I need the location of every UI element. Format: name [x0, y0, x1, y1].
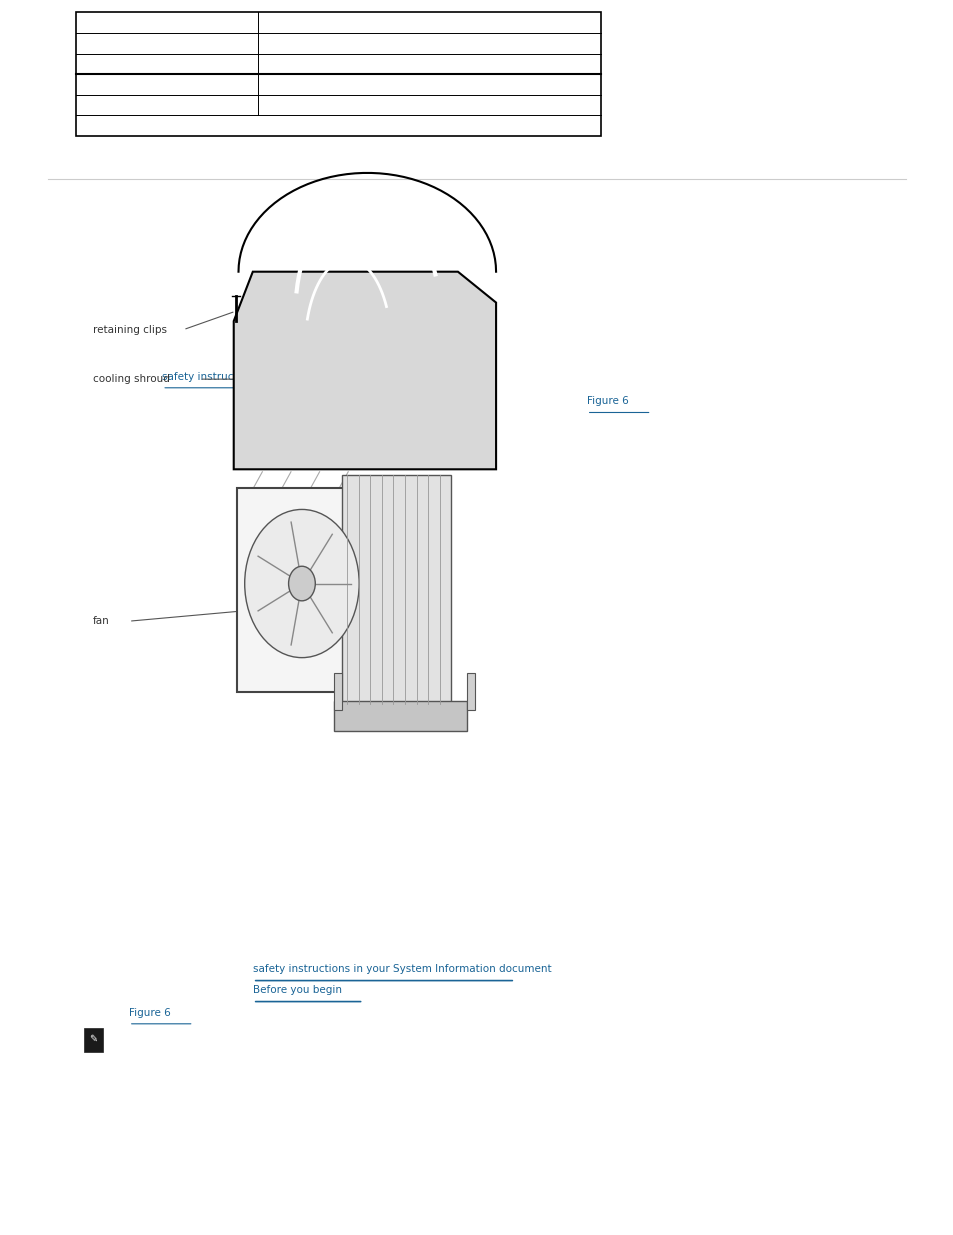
Text: retaining clips: retaining clips: [92, 325, 167, 335]
Bar: [334, 701, 467, 731]
Bar: [84, 1028, 103, 1052]
Circle shape: [244, 509, 359, 658]
Bar: [76, 12, 600, 136]
Text: safety instructions in your System Information document: safety instructions in your System Infor…: [162, 372, 460, 382]
Text: Before you begin: Before you begin: [253, 986, 341, 995]
Text: safety instructions in your System Information document: safety instructions in your System Infor…: [253, 965, 551, 974]
Bar: [341, 475, 451, 704]
Text: Figure 6: Figure 6: [129, 1008, 171, 1018]
Text: ✎: ✎: [90, 1034, 97, 1044]
Bar: [334, 673, 341, 710]
Bar: [236, 488, 367, 692]
Circle shape: [288, 566, 314, 601]
Bar: [467, 673, 475, 710]
Text: cooling shroud: cooling shroud: [92, 374, 170, 384]
Polygon shape: [233, 272, 496, 469]
Text: Figure 6: Figure 6: [586, 396, 628, 406]
Text: fan: fan: [92, 616, 110, 626]
